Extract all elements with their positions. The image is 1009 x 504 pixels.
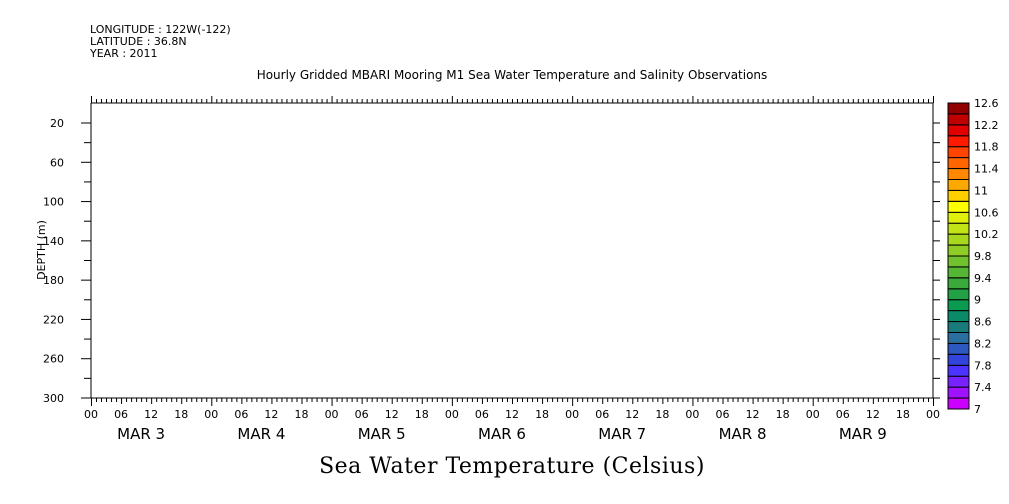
chart-title: Hourly Gridded MBARI Mooring M1 Sea Wate…	[256, 68, 768, 82]
year-label: YEAR : 2011	[90, 47, 158, 60]
latitude-label: LATITUDE : 36.8N	[90, 35, 187, 48]
x-axis-label: Sea Water Temperature (Celsius)	[319, 454, 705, 479]
longitude-label: LONGITUDE : 122W(-122)	[90, 23, 231, 36]
